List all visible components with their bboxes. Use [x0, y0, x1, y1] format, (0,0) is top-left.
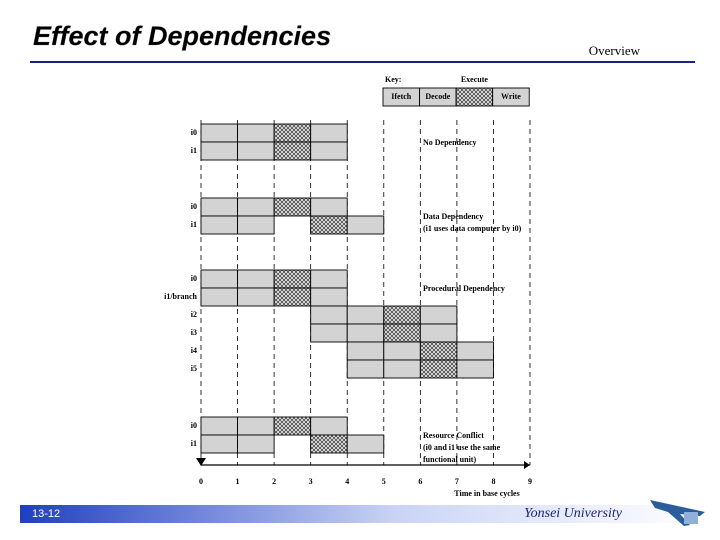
x-tick-label: 3 — [309, 477, 313, 486]
x-tick-label: 1 — [236, 477, 240, 486]
stage-block — [273, 287, 312, 307]
stage-block — [200, 141, 239, 161]
stage-block — [273, 141, 312, 161]
stage-block — [200, 287, 239, 307]
x-tick-label: 5 — [382, 477, 386, 486]
x-tick-label: 0 — [199, 477, 203, 486]
x-tick-label: 6 — [418, 477, 422, 486]
stage-block — [237, 123, 275, 143]
annotation: Resource Conflict — [423, 431, 484, 440]
stage-block — [237, 215, 275, 235]
stage-block — [200, 197, 239, 217]
stage-block — [273, 123, 312, 143]
stage-block — [310, 197, 348, 217]
pipeline-diagram: 0 1 2 3 4 5 6 7 8 9 Time in base cycles i0 i1 No Depe… — [164, 75, 532, 498]
row-label: i2 — [191, 310, 197, 319]
logo — [650, 500, 705, 526]
stage-block — [383, 323, 421, 343]
axis-arrow — [196, 458, 206, 466]
stage-block — [237, 434, 275, 454]
stage-block — [310, 323, 348, 343]
org-name: Yonsei University — [524, 506, 623, 521]
stage-block — [310, 215, 348, 235]
stage-block — [456, 341, 494, 361]
stage-block — [200, 416, 239, 436]
x-tick-label: 7 — [455, 477, 459, 486]
stage-block — [273, 416, 312, 436]
annotation: Data Dependency — [423, 212, 483, 221]
x-tick-label: 9 — [528, 477, 532, 486]
stage-block — [237, 269, 275, 289]
stage-block — [383, 341, 421, 361]
stage-block — [419, 341, 458, 361]
stage-block — [310, 287, 348, 307]
key-box — [455, 87, 494, 107]
row-label: i4 — [191, 346, 197, 355]
annotation: (i1 uses data computer by i0) — [423, 224, 522, 233]
stage-block — [310, 269, 348, 289]
stage-block — [383, 359, 421, 379]
stage-block — [383, 305, 421, 325]
stage-block — [310, 305, 348, 325]
section-label: Overview — [589, 43, 641, 58]
stage-block — [310, 141, 348, 161]
x-axis-label: Time in base cycles — [454, 489, 519, 498]
stage-block — [237, 197, 275, 217]
row-label: i0 — [191, 202, 197, 211]
stage-block — [419, 305, 458, 325]
key-stage-label: Decode — [425, 92, 450, 101]
x-tick-label: 4 — [345, 477, 349, 486]
row-label: i3 — [191, 328, 197, 337]
stage-block — [346, 434, 385, 454]
stage-block — [346, 359, 385, 379]
stage-block — [200, 123, 239, 143]
key-label: Key: — [385, 75, 401, 84]
stage-block — [419, 323, 458, 343]
stage-block — [346, 305, 385, 325]
key-stage-label: Execute — [461, 75, 489, 84]
stage-block — [346, 341, 385, 361]
x-tick-label: 8 — [491, 477, 495, 486]
footer-bar — [20, 505, 700, 523]
annotation: No Dependency — [423, 138, 477, 147]
stage-block — [419, 359, 458, 379]
key-box — [492, 87, 530, 107]
slide-title: Effect of Dependencies — [33, 21, 331, 51]
row-label: i0 — [191, 274, 197, 283]
stage-block — [273, 197, 312, 217]
stage-block — [310, 123, 348, 143]
stage-block — [310, 416, 348, 436]
x-tick-label: 2 — [272, 477, 276, 486]
axis-arrow — [524, 461, 530, 469]
stage-block — [237, 141, 275, 161]
stage-block — [456, 359, 494, 379]
stage-block — [200, 434, 239, 454]
stage-block — [237, 416, 275, 436]
annotation: functional unit) — [423, 455, 476, 464]
row-label: i1 — [191, 146, 197, 155]
annotation: (i0 and i1 use the same — [423, 443, 501, 452]
row-label: i1/branch — [164, 292, 197, 301]
stage-block — [273, 269, 312, 289]
row-label: i1 — [191, 439, 197, 448]
key-stage-label: Ifetch — [391, 92, 412, 101]
row-label: i5 — [191, 364, 197, 373]
annotation: Procedural Dependency — [423, 284, 505, 293]
stage-block — [310, 434, 348, 454]
row-label: i0 — [191, 421, 197, 430]
row-label: i0 — [191, 128, 197, 137]
page-number: 13-12 — [32, 508, 60, 520]
stage-block — [346, 215, 385, 235]
stage-block — [200, 215, 239, 235]
key-stage-label: Write — [501, 92, 521, 101]
stage-block — [237, 287, 275, 307]
stage-block — [200, 269, 239, 289]
stage-block — [346, 323, 385, 343]
row-label: i1 — [191, 220, 197, 229]
